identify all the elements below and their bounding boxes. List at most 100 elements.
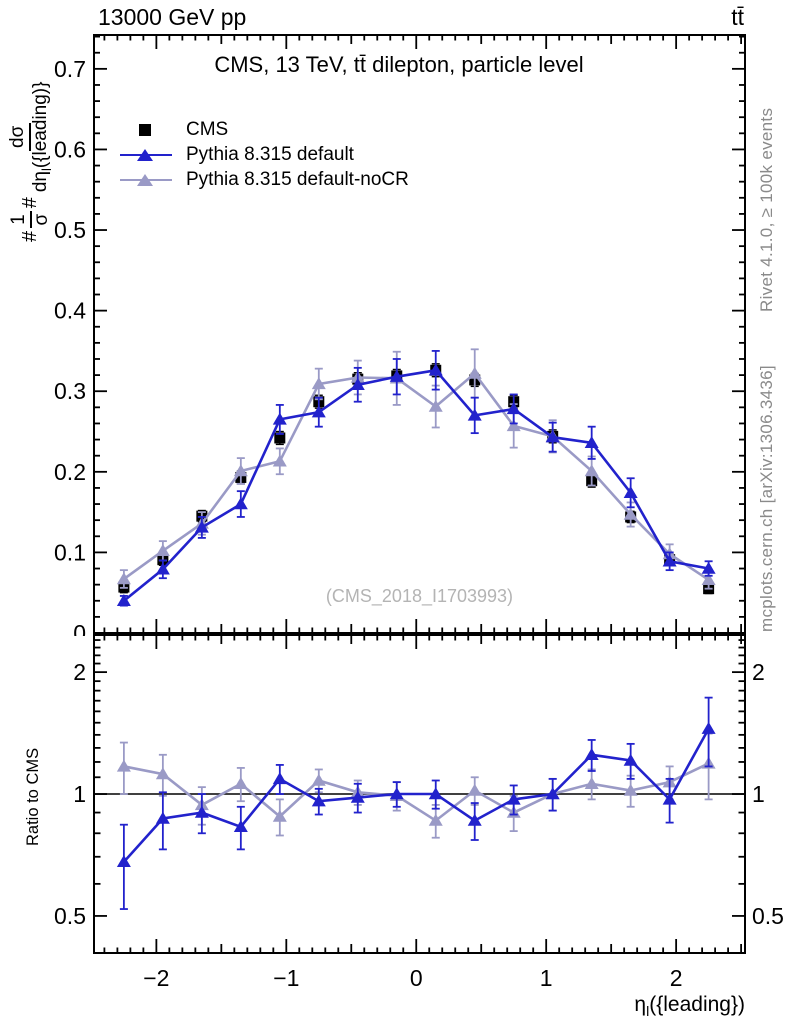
data-point-triangle	[701, 721, 716, 734]
main-y-tick-label: 0	[73, 620, 86, 646]
y-axis-label-hash: #	[19, 197, 42, 209]
series-line	[122, 728, 710, 863]
data-point-triangle	[311, 773, 326, 786]
data-point-square	[274, 432, 286, 444]
data-point-triangle	[428, 399, 443, 412]
main-y-tick-label: 0.4	[54, 298, 86, 324]
data-point-triangle	[272, 454, 287, 467]
data-point-triangle	[116, 593, 131, 606]
data-point-triangle	[233, 776, 248, 789]
x-tick-label: 2	[670, 965, 683, 991]
data-point-triangle	[506, 792, 521, 805]
main-panel-frame	[93, 34, 746, 634]
data-point-triangle	[701, 561, 716, 574]
legend-label: Pythia 8.315 default	[186, 143, 354, 165]
data-point-triangle	[233, 820, 248, 833]
header-process: tt̄	[731, 4, 744, 30]
x-tick-label: −2	[143, 965, 169, 991]
header-beam-energy: 13000 GeV pp	[98, 4, 247, 30]
ratio-y-tick-label-right: 1	[752, 781, 765, 807]
ratio-axis-label: Ratio to CMS	[24, 747, 42, 846]
ratio-y-tick-label-right: 2	[752, 659, 765, 685]
data-point-triangle	[506, 419, 521, 432]
main-y-tick-label: 0.6	[54, 136, 86, 162]
data-point-triangle	[116, 759, 131, 772]
line-triangle-marker-icon	[118, 142, 174, 167]
data-point-triangle	[272, 809, 287, 822]
x-axis-ticks	[103, 35, 743, 953]
data-point-triangle	[662, 792, 677, 805]
data-point-triangle	[506, 402, 521, 415]
y-axis-label-hash: #	[19, 230, 42, 242]
data-point-triangle	[389, 369, 404, 382]
plot-title: CMS, 13 TeV, tt̄ dilepton, particle leve…	[214, 52, 584, 77]
data-point-triangle	[584, 464, 599, 477]
data-point-triangle	[623, 753, 638, 766]
data-point-triangle	[233, 464, 248, 477]
data-point-triangle	[623, 485, 638, 498]
main-y-tick-label: 0.5	[54, 217, 86, 243]
data-point-triangle	[584, 436, 599, 449]
series-cms	[118, 363, 715, 595]
tick-labels: 0 0.1 0.2 0.3 0.4 0.5 0.6 0.7 0.5 0.5 1 1 2 2 −2 −1 0 1 2	[54, 56, 784, 991]
data-point-triangle	[545, 430, 560, 443]
x-tick-label: −1	[273, 965, 299, 991]
data-point-triangle	[194, 805, 209, 818]
data-point-triangle	[155, 811, 170, 824]
x-axis-label: ηl({leading})	[634, 993, 745, 1021]
main-y-tick-label: 0.2	[54, 459, 86, 485]
data-point-triangle	[623, 507, 638, 520]
data-point-triangle	[428, 363, 443, 376]
main-y-tick-label: 0.3	[54, 378, 86, 404]
ratio-y-tick-label-left: 2	[73, 659, 86, 685]
data-point-triangle	[155, 767, 170, 780]
data-point-triangle	[662, 554, 677, 567]
analysis-id-watermark: (CMS_2018_I1703993)	[325, 586, 514, 606]
data-point-triangle	[623, 783, 638, 796]
cms-square-marker-icon	[118, 117, 174, 142]
data-point-triangle	[467, 408, 482, 421]
legend-item-pythia-nocr: Pythia 8.315 default-noCR	[118, 167, 409, 192]
legend-label: Pythia 8.315 default-noCR	[186, 168, 409, 190]
data-point-triangle	[701, 573, 716, 586]
data-point-triangle	[155, 562, 170, 575]
x-tick-label: 1	[540, 965, 553, 991]
ratio-y-tick-label-left: 0.5	[54, 903, 86, 929]
series-line	[123, 762, 710, 823]
data-point-triangle	[311, 377, 326, 390]
data-point-triangle	[116, 572, 131, 585]
data-point-triangle	[428, 813, 443, 826]
ratio-y-tick-label-right: 0.5	[752, 903, 784, 929]
legend-label: CMS	[186, 118, 229, 140]
ratio-y-tick-label-left: 1	[73, 781, 86, 807]
rivet-version-note: Rivet 4.1.0, ≥ 100k events	[757, 107, 776, 312]
data-point-triangle	[467, 366, 482, 379]
series-pythia-default-ratio	[116, 696, 716, 910]
data-point-triangle	[272, 412, 287, 425]
series-pythia-default	[116, 350, 716, 607]
main-y-tick-label: 0.7	[54, 56, 86, 82]
data-point-triangle	[311, 794, 326, 807]
legend: CMS Pythia 8.315 default Pythia 8.315 de…	[118, 117, 409, 192]
dsigma-deta-fraction: dσ dηl({leading)}	[7, 81, 54, 193]
data-point-triangle	[272, 772, 287, 785]
data-point-triangle	[194, 520, 209, 533]
data-point-triangle	[389, 787, 404, 800]
legend-item-pythia-default: Pythia 8.315 default	[118, 142, 409, 167]
data-point-triangle	[584, 747, 599, 760]
data-point-triangle	[428, 787, 443, 800]
data-point-triangle	[233, 497, 248, 510]
data-point-triangle	[584, 776, 599, 789]
data-point-triangle	[350, 377, 365, 390]
series-pythia-nocr-ratio	[116, 732, 716, 839]
main-y-tick-label: 0.1	[54, 539, 86, 565]
main-y-axis-ticks	[94, 35, 745, 634]
series-pythia-nocr	[116, 348, 716, 590]
series-line	[123, 368, 709, 602]
legend-item-cms: CMS	[118, 117, 409, 142]
data-point-triangle	[116, 855, 131, 868]
data-point-triangle	[311, 405, 326, 418]
